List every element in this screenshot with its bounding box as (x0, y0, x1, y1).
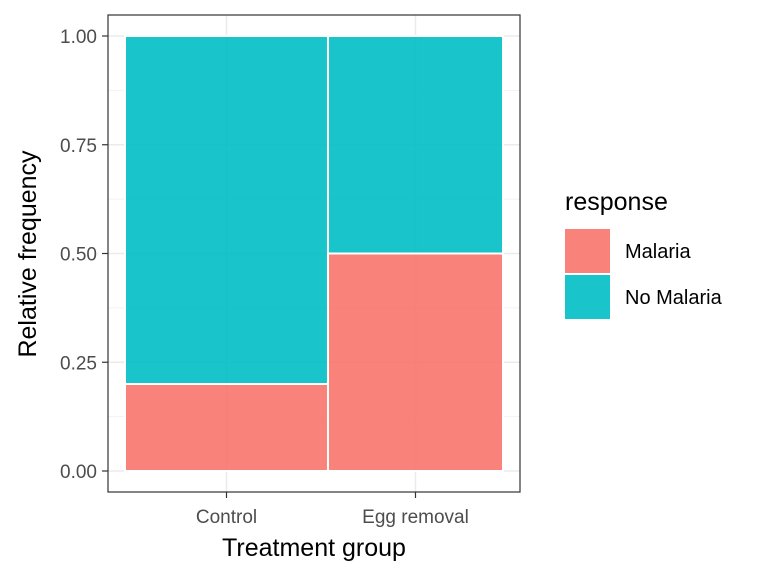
y-tick-label: 0.00 (60, 462, 97, 483)
y-tick-label: 1.00 (60, 27, 97, 48)
y-axis: 0.00 0.25 0.50 0.75 1.00 (60, 27, 108, 483)
x-tick-label: Egg removal (362, 507, 469, 528)
legend-label-malaria: Malaria (625, 241, 691, 263)
bar-segment-egg-removal-no-malaria (326, 35, 504, 255)
x-axis: Control Egg removal (196, 492, 469, 528)
x-tick-label: Control (196, 507, 257, 528)
legend-title: response (565, 188, 668, 216)
legend-swatch-malaria (565, 229, 610, 273)
bars (124, 35, 504, 472)
y-tick-label: 0.50 (60, 245, 97, 266)
bar-segment-control-malaria (124, 383, 329, 472)
legend-label-no-malaria: No Malaria (625, 287, 723, 309)
y-tick-label: 0.75 (60, 136, 97, 157)
y-axis-title: Relative frequency (14, 150, 42, 358)
bar-segment-control-no-malaria (124, 35, 329, 385)
x-axis-title: Treatment group (222, 534, 406, 562)
legend-swatch-no-malaria (565, 275, 610, 319)
legend: response Malaria No Malaria (565, 188, 723, 319)
y-tick-label: 0.25 (60, 353, 97, 374)
bar-segment-egg-removal-malaria (326, 252, 504, 472)
